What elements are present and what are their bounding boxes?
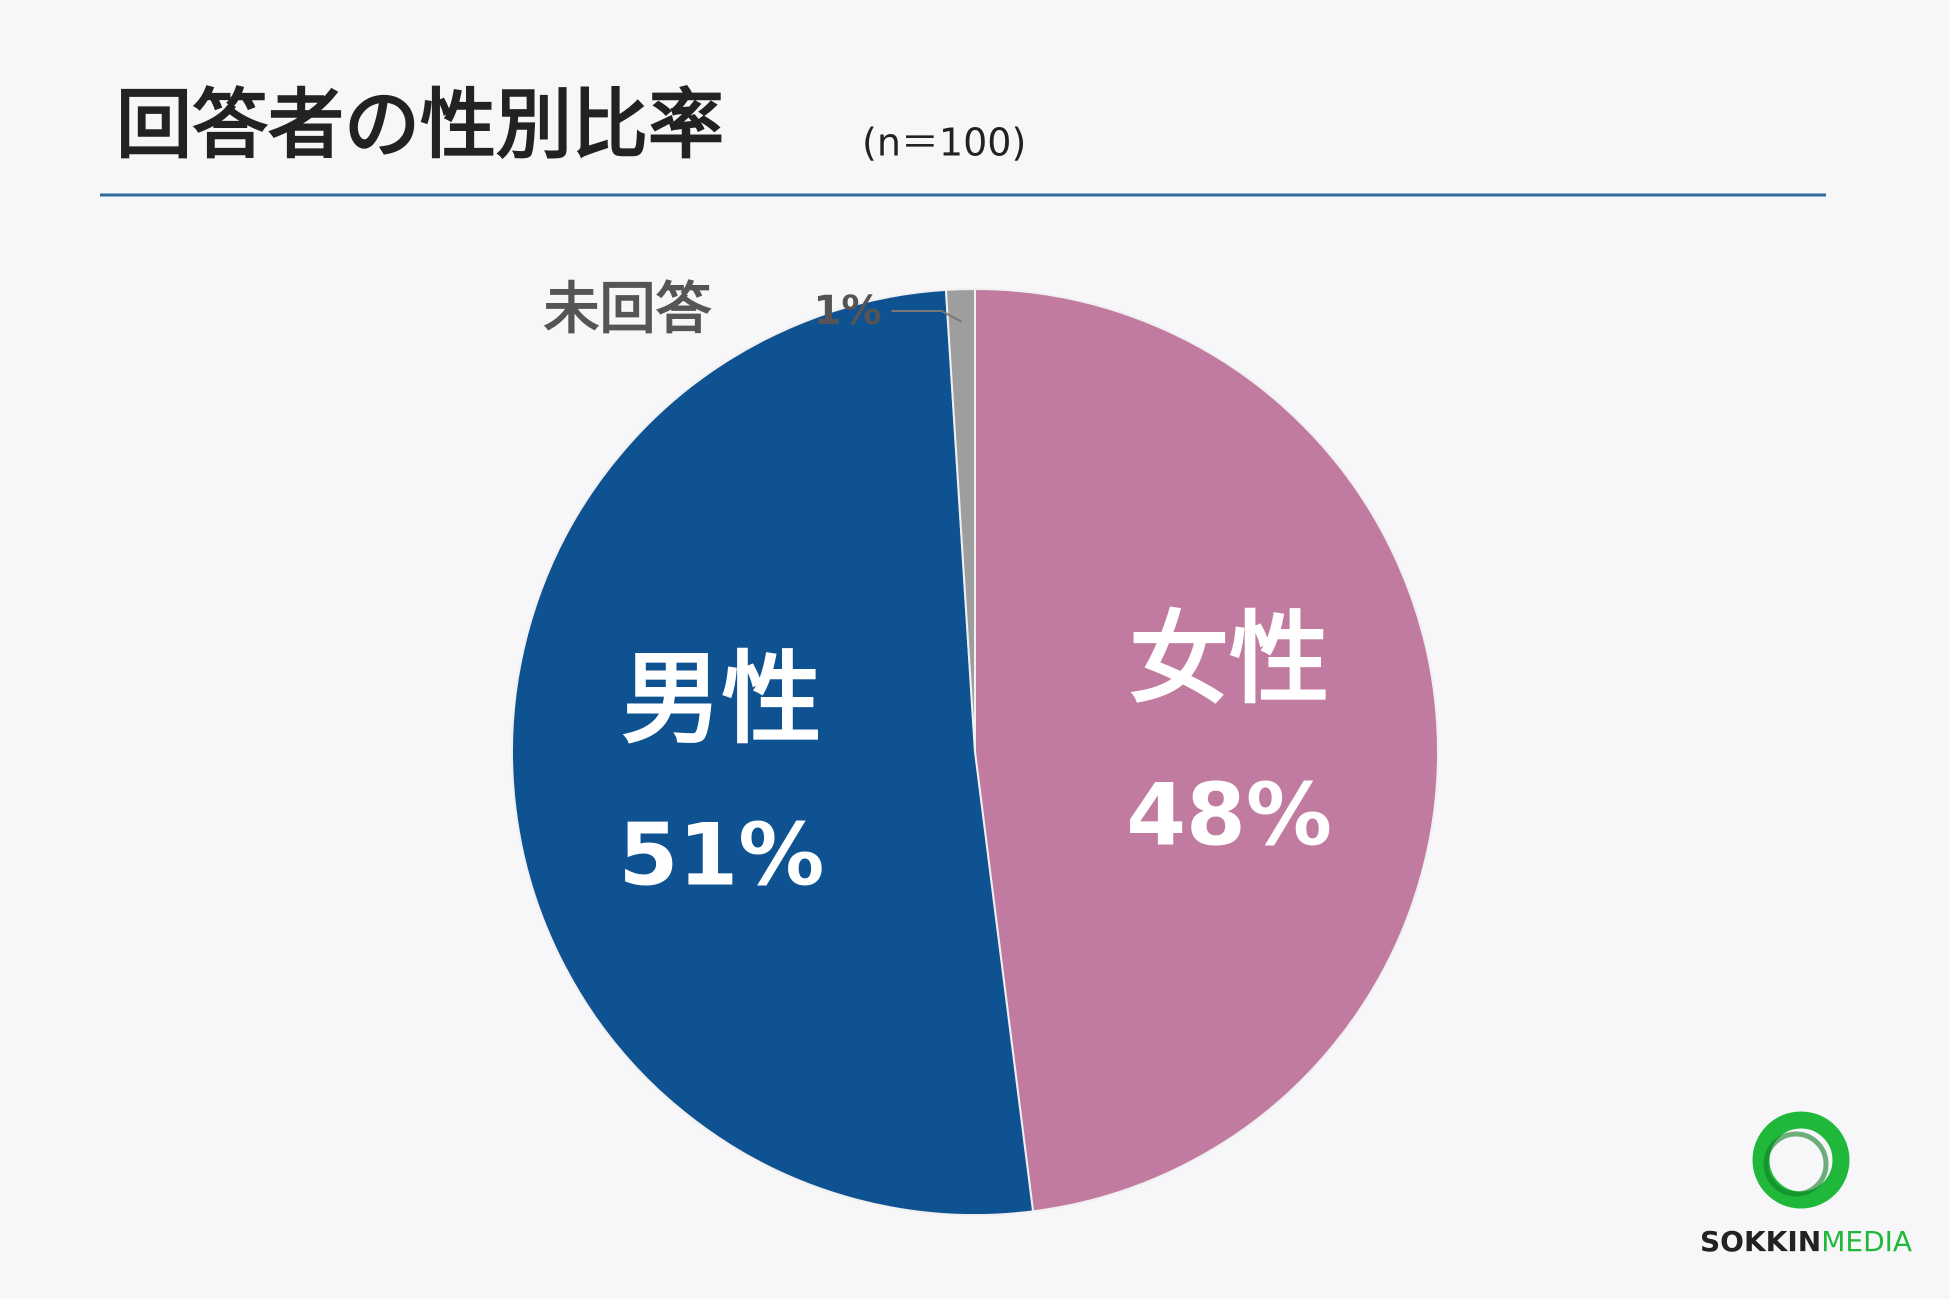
- pie-slice: [511, 288, 1035, 1216]
- slice-label: 未回答: [543, 277, 712, 342]
- chart-title: 回答者の性別比率: [116, 80, 724, 169]
- chart-subtitle: (n＝100): [862, 121, 1026, 165]
- pie-slice: [974, 287, 1439, 1213]
- leader-line: [891, 310, 962, 323]
- pie-slice: [944, 287, 976, 753]
- slice-value: 51%: [619, 805, 825, 905]
- logo-text: SOKKINMEDIA: [1700, 1225, 1912, 1258]
- slice-value: 1%: [814, 288, 882, 334]
- logo-ring: [1752, 1111, 1850, 1209]
- logo: SOKKINMEDIA: [1700, 1111, 1912, 1258]
- slice-label: 男性: [621, 640, 821, 757]
- logo-bold: SOKKIN: [1700, 1225, 1821, 1258]
- logo-light: MEDIA: [1821, 1225, 1912, 1258]
- slice-value: 48%: [1126, 765, 1332, 865]
- pie: 女性 48% 男性 51% 未回答 1%: [511, 277, 1439, 1216]
- logo-ring-inner: [1763, 1131, 1829, 1197]
- slice-label: 女性: [1129, 600, 1329, 717]
